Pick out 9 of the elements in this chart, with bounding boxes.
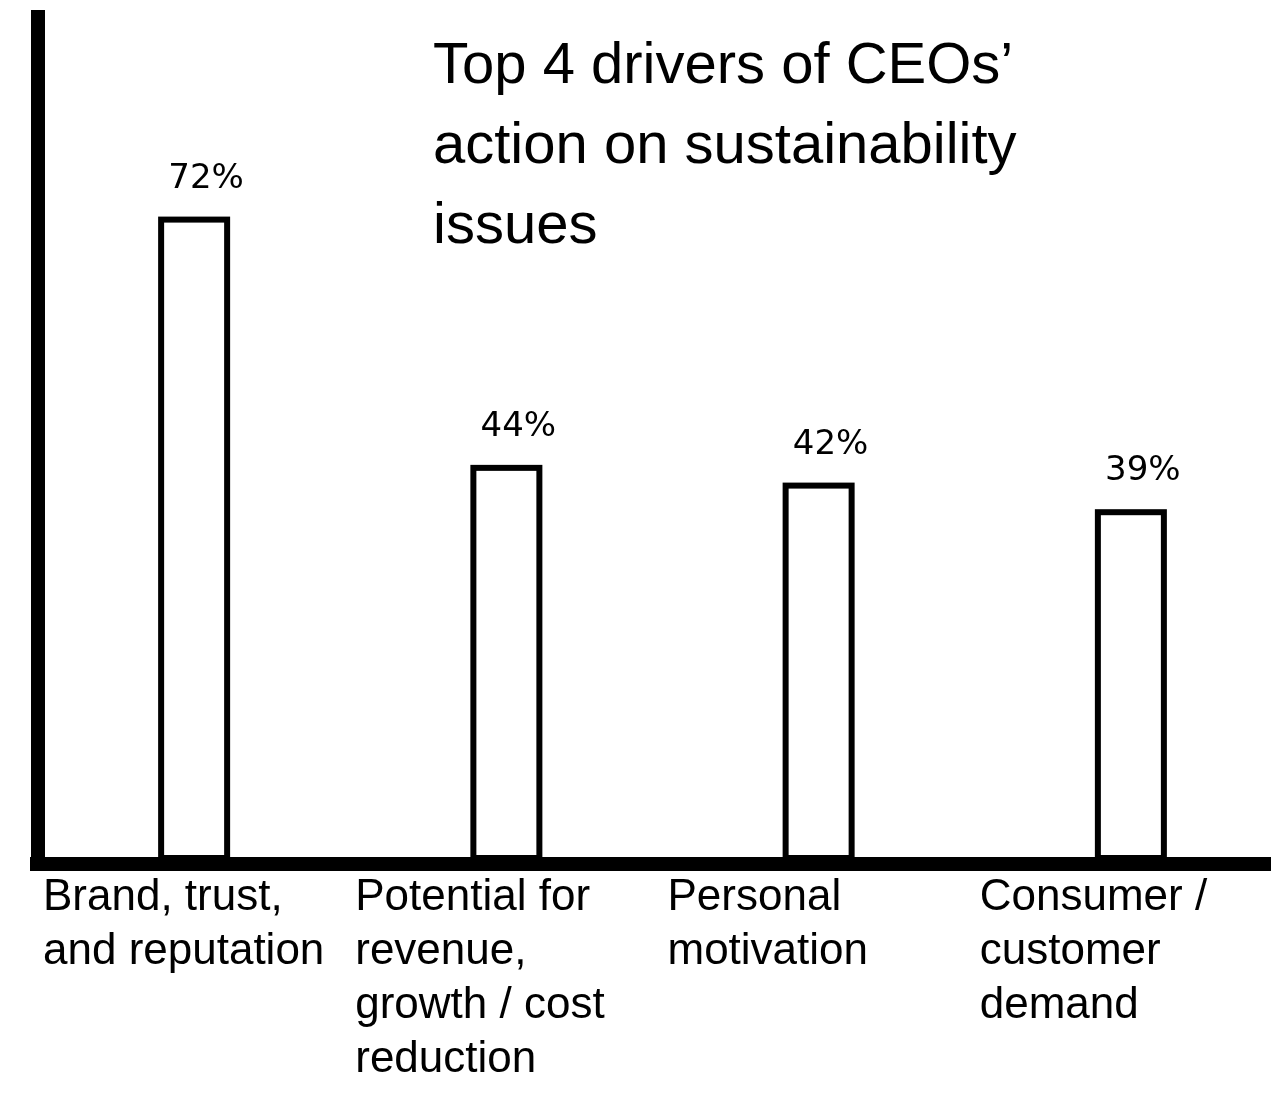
data-label: 72% — [168, 155, 244, 196]
x-tick-label: Brand, trust, and reputation — [43, 870, 325, 973]
data-label: 44% — [480, 403, 557, 444]
x-tick-label: Consumer / customer demand — [979, 870, 1208, 1027]
x-tick-label: Personal motivation — [667, 870, 869, 973]
data-label: 39% — [1105, 448, 1181, 489]
x-tick-label: Potential for revenue, growth / cost reduction — [355, 870, 605, 1081]
chart-title: Top 4 drivers of CEOs’ action on sustainability issues — [433, 30, 1017, 255]
data-label: 42% — [792, 421, 869, 462]
